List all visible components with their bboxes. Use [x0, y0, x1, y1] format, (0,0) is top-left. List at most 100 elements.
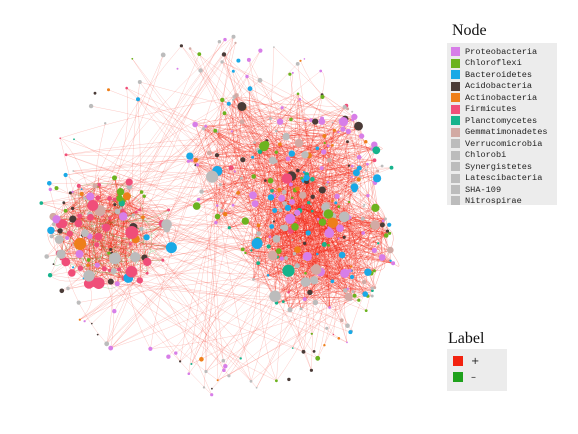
network-edge [242, 249, 289, 293]
network-edge [223, 54, 275, 211]
network-edge [73, 170, 316, 303]
network-node [68, 269, 76, 277]
network-node [86, 263, 90, 267]
network-node [202, 386, 206, 389]
network-node [373, 286, 377, 290]
network-node [62, 201, 66, 205]
network-node [310, 276, 319, 285]
network-edge [217, 131, 298, 171]
network-edge [110, 238, 339, 349]
network-edge [99, 214, 120, 270]
network-edge [203, 128, 242, 179]
network-edge [257, 141, 366, 242]
network-node [240, 247, 245, 252]
network-edge [292, 295, 355, 349]
network-edge [284, 253, 295, 264]
network-edge [205, 95, 237, 372]
network-edge [344, 216, 356, 300]
network-edge [358, 179, 384, 222]
network-edge [366, 220, 384, 311]
legend-swatch [451, 93, 460, 102]
network-edge [290, 72, 309, 203]
network-edge [286, 170, 378, 183]
network-edge [117, 283, 351, 333]
network-node [216, 379, 219, 382]
network-edge [324, 136, 362, 150]
network-edge [49, 128, 204, 276]
network-node [139, 190, 144, 194]
network-edge [222, 61, 316, 122]
network-node [255, 386, 258, 389]
network-edge [68, 222, 333, 252]
network-node [221, 52, 227, 57]
network-node [289, 199, 295, 205]
network-edge [327, 145, 383, 169]
network-node [299, 307, 303, 311]
network-edge [231, 131, 288, 174]
network-node [379, 222, 385, 228]
network-nodes [39, 34, 396, 397]
network-node [223, 364, 228, 369]
network-edge [79, 39, 226, 245]
network-edge [97, 265, 114, 349]
network-node [52, 263, 55, 265]
network-edge [213, 99, 224, 361]
network-node [108, 268, 112, 273]
network-edge [322, 142, 330, 308]
network-node [288, 150, 295, 157]
network-edge [217, 176, 292, 381]
network-node [273, 46, 275, 48]
network-edge [232, 96, 259, 226]
network-node [197, 52, 202, 56]
network-edge [84, 192, 239, 322]
network-node [269, 290, 281, 303]
network-node [117, 267, 121, 272]
network-edge [276, 224, 390, 303]
network-node [331, 121, 334, 124]
legend-label: Actinobacteria [465, 92, 538, 103]
network-edge [78, 223, 129, 279]
network-node [338, 117, 349, 127]
network-edge [258, 189, 324, 258]
network-node [307, 289, 313, 296]
network-edge [324, 142, 349, 167]
network-node [186, 159, 190, 163]
network-node [272, 235, 281, 243]
network-edge [249, 88, 273, 161]
network-node [134, 210, 138, 214]
network-node [252, 278, 255, 281]
network-node [346, 341, 348, 344]
network-edge [84, 96, 323, 234]
network-edge [90, 181, 130, 218]
legend-swatch [451, 58, 460, 68]
network-edge [281, 198, 317, 270]
network-edge [221, 178, 288, 211]
node-legend-item: Chlorobi [451, 150, 506, 161]
network-node [167, 208, 171, 212]
network-edge [142, 217, 148, 274]
node-legend-item: Nitrospirae [451, 195, 522, 206]
network-node [61, 257, 71, 267]
network-edge [79, 230, 291, 320]
network-edge [263, 146, 348, 343]
network-node [378, 254, 386, 261]
network-edge [110, 173, 288, 349]
network-node [204, 369, 208, 374]
network-edge [300, 204, 312, 257]
network-edge [49, 270, 114, 282]
network-node [328, 306, 331, 309]
network-edge [217, 205, 293, 241]
network-node [332, 128, 336, 132]
network-node [326, 144, 330, 148]
network-edge [106, 210, 222, 344]
network-node [125, 86, 128, 90]
network-edge [306, 174, 352, 178]
network-node [223, 212, 228, 217]
network-edge [205, 125, 362, 137]
network-node [108, 345, 114, 351]
network-edge [345, 224, 383, 291]
network-node [136, 97, 140, 102]
network-node [264, 179, 267, 182]
network-edge [297, 262, 345, 274]
network-edge [123, 196, 129, 279]
